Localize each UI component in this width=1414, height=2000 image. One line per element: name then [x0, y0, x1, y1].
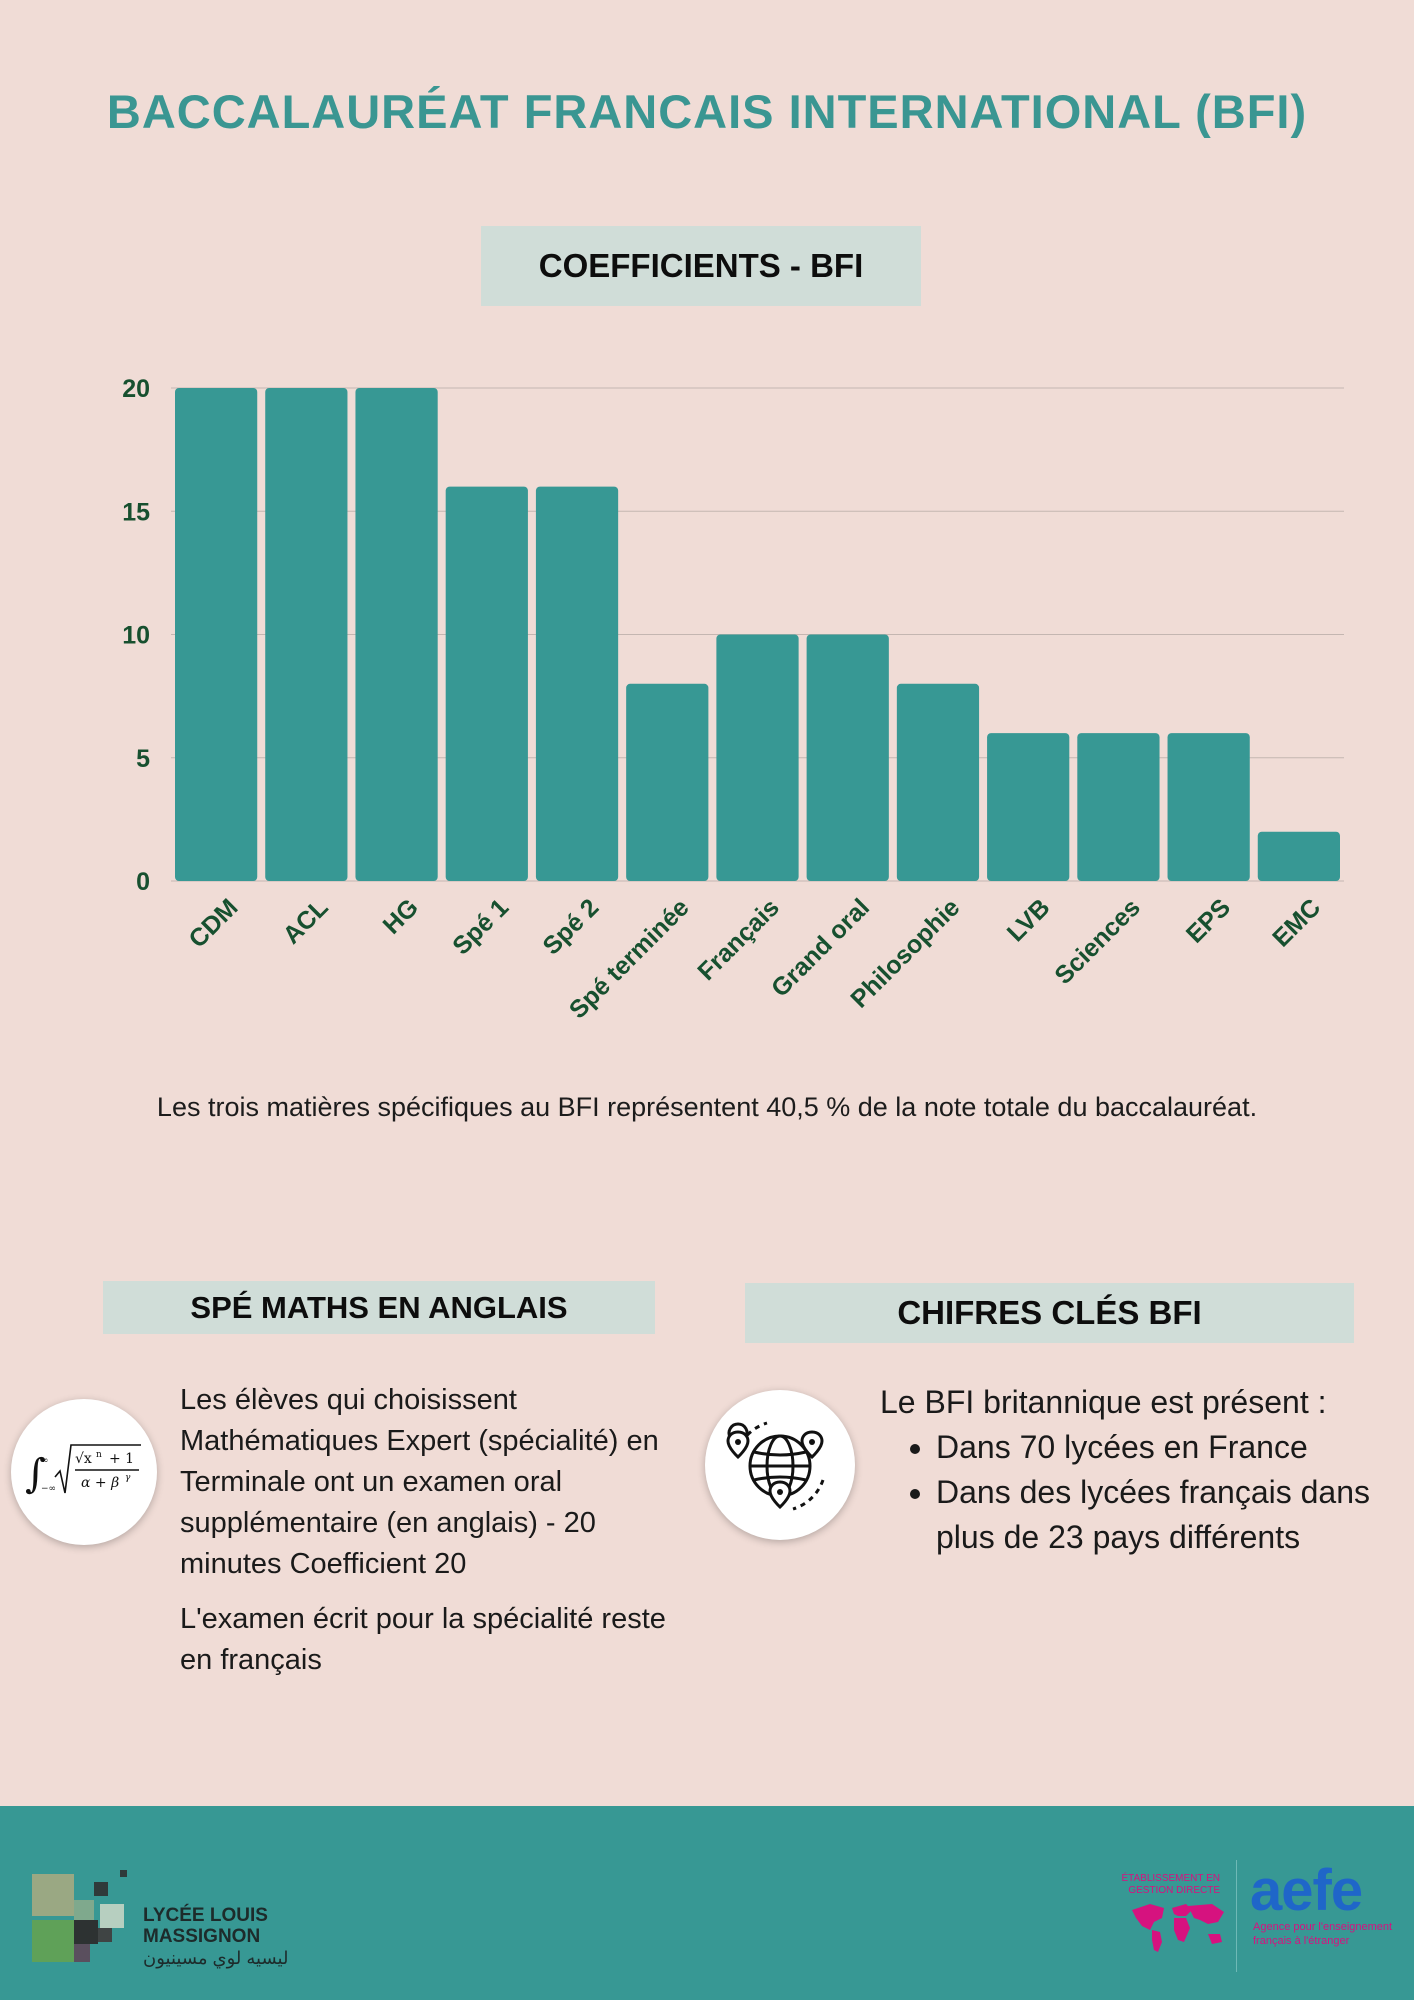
y-tick-label: 20 — [122, 375, 150, 403]
world-map-icon — [1128, 1900, 1228, 1959]
maths-paragraph-ecrit: L'examen écrit pour la spécialité reste … — [180, 1603, 666, 1676]
chiffres-intro: Le BFI britannique est présent : — [880, 1384, 1327, 1420]
integral-formula-icon: ∫ ∞ −∞ √x n + 1 α + β γ — [11, 1399, 157, 1545]
svg-text:−∞: −∞ — [41, 1484, 56, 1494]
footer-divider — [1236, 1860, 1237, 1972]
bar — [265, 388, 348, 881]
bar — [535, 486, 619, 881]
svg-text:√x: √x — [75, 1451, 92, 1467]
bar — [987, 733, 1070, 881]
chiffres-item: Dans des lycées français dans plus de 23… — [936, 1470, 1400, 1560]
y-tick-label: 0 — [136, 868, 150, 896]
bar — [806, 634, 889, 881]
aefe-establishment-label: ÉTABLISSEMENT EN GESTION DIRECTE — [1121, 1873, 1220, 1896]
bar — [626, 683, 709, 881]
x-tick-label: LVB — [1002, 893, 1056, 947]
lycee-name-line2: MASSIGNON — [143, 1926, 261, 1947]
svg-text:∫: ∫ — [25, 1451, 46, 1497]
bar — [445, 486, 528, 881]
bar — [1257, 831, 1340, 881]
svg-text:+ 1: + 1 — [109, 1451, 134, 1467]
bar — [355, 388, 438, 881]
x-tick-label: Spé 1 — [447, 893, 514, 960]
coefficients-heading: COEFFICIENTS - BFI — [481, 226, 921, 306]
y-tick-label: 15 — [122, 498, 150, 526]
svg-text:∞: ∞ — [41, 1456, 49, 1466]
maths-paragraph-oral: Les élèves qui choisissent Mathématiques… — [180, 1384, 659, 1580]
y-tick-label: 5 — [136, 745, 150, 773]
bar — [1167, 733, 1250, 881]
chiffres-description: Le BFI britannique est présent : Dans 70… — [880, 1380, 1400, 1560]
lycee-logo-mark — [30, 1870, 135, 1975]
footer-band — [0, 1806, 1414, 2000]
bar — [716, 634, 799, 881]
chiffres-item: Dans 70 lycées en France — [936, 1425, 1400, 1470]
maths-description: Les élèves qui choisissent Mathématiques… — [180, 1380, 680, 1695]
chiffres-list: Dans 70 lycées en France Dans des lycées… — [936, 1425, 1400, 1560]
y-tick-label: 10 — [122, 622, 150, 650]
globe-location-icon — [705, 1390, 855, 1540]
x-tick-label: ACL — [278, 893, 334, 949]
bar — [896, 683, 980, 881]
lycee-name-line1: LYCÉE LOUIS — [143, 1905, 268, 1926]
aefe-subtitle: Agence pour l'enseignement français à l'… — [1253, 1921, 1393, 1947]
svg-text:α + β: α + β — [81, 1475, 119, 1491]
x-tick-label: EPS — [1181, 893, 1236, 948]
x-tick-label: EMC — [1267, 893, 1326, 952]
lycee-name-arabic: ليسيه لوي مسينيون — [143, 1948, 289, 1968]
chiffres-heading: CHIFRES CLÉS BFI — [745, 1283, 1354, 1343]
x-tick-label: CDM — [183, 893, 243, 953]
svg-text:n: n — [96, 1450, 102, 1460]
bar — [175, 388, 258, 881]
x-tick-label: Français — [692, 893, 785, 986]
aefe-logo: aefe — [1250, 1858, 1363, 1923]
svg-text:γ: γ — [125, 1473, 131, 1483]
x-tick-label: HG — [378, 893, 424, 939]
bar — [1077, 733, 1160, 881]
maths-heading: SPÉ MATHS EN ANGLAIS — [103, 1281, 655, 1334]
x-tick-label: Sciences — [1049, 893, 1145, 989]
bfi-note: Les trois matières spécifiques au BFI re… — [156, 1092, 1258, 1122]
page-title: BACCALAURÉAT FRANCAIS INTERNATIONAL (BFI… — [106, 85, 1308, 138]
lycee-name: LYCÉE LOUIS MASSIGNON — [143, 1905, 268, 1947]
x-tick-label: Spé 2 — [537, 893, 604, 960]
